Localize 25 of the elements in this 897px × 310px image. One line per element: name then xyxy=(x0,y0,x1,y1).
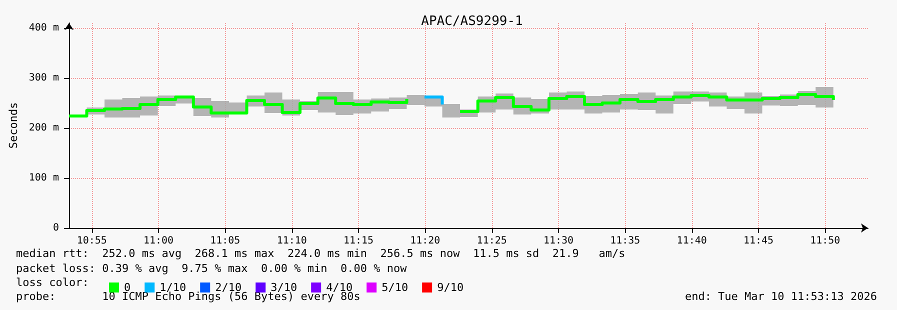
y-tick-label: 100 m xyxy=(28,172,59,184)
x-tick-label: 11:00 xyxy=(143,236,174,246)
text: packet loss: 0.39 % avg 9.75 % max 0.00 % min 0.00 % now xyxy=(16,262,408,275)
chart-title: APAC/AS9299-1 xyxy=(421,14,523,29)
x-tick-label: 11:35 xyxy=(610,236,640,246)
y-tick-label: 400 m xyxy=(28,22,59,34)
x-tick-label: 11:25 xyxy=(476,236,507,246)
x-tick-label: 11:10 xyxy=(276,236,307,246)
x-tick-label: 11:15 xyxy=(343,236,374,246)
x-tick-label: 11:05 xyxy=(210,236,240,246)
x-tick-label: 11:40 xyxy=(676,236,707,246)
legend-label: 9/10 xyxy=(437,281,464,294)
y-tick-label: 300 m xyxy=(28,72,59,84)
legend-label: 5/10 xyxy=(382,281,408,294)
y-tick-label: 200 m xyxy=(28,122,59,134)
y-tick-label: 0 xyxy=(52,222,59,234)
x-tick-label: 11:45 xyxy=(743,236,774,246)
legend-title: loss color: xyxy=(16,276,89,289)
x-tick-label: 11:30 xyxy=(543,236,574,246)
y-axis-title: Seconds xyxy=(7,102,20,149)
x-tick-label: 11:20 xyxy=(410,236,440,246)
text: median rtt: 252.0 ms avg 268.1 ms max 224.0 ms min 256.5 ms now 11.5 ms sd 21.9 am/s xyxy=(16,247,626,260)
x-tick-label: 10:55 xyxy=(76,236,107,246)
x-tick-label: 11:50 xyxy=(810,236,840,246)
text: end: Tue Mar 10 11:53:13 2026 xyxy=(684,290,878,303)
